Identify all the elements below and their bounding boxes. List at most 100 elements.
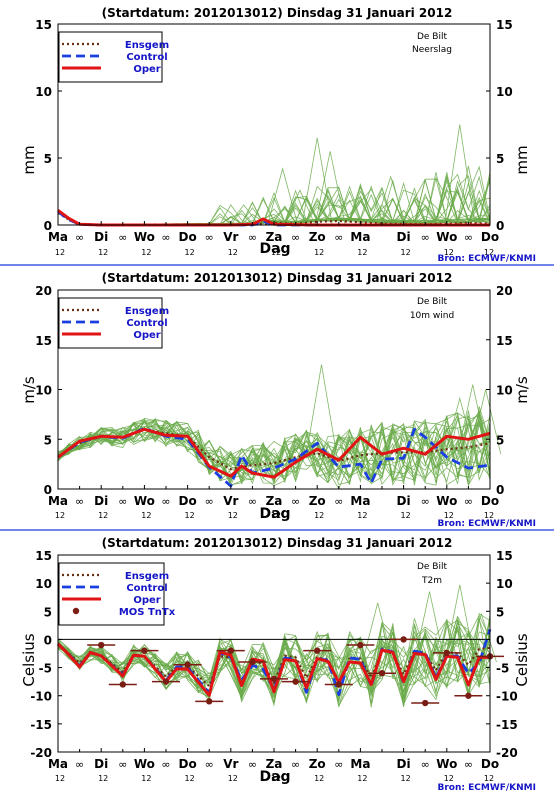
legend-label-ensgem: Ensgem	[125, 571, 169, 582]
ensemble-member-line	[57, 165, 491, 226]
mos-point	[227, 647, 234, 654]
y-axis-label-right: m/s	[513, 376, 531, 404]
ensemble-member-line	[57, 181, 490, 226]
ensemble-member-line	[228, 204, 260, 226]
x-hour-label: 12	[357, 511, 367, 520]
source-label: Bron: ECMWF/KNMI	[437, 254, 536, 264]
x-day-label: Di	[94, 230, 108, 244]
ensemble-member-line	[57, 625, 491, 708]
x-midnight-label: ∞	[291, 231, 300, 244]
source-label: Bron: ECMWF/KNMI	[437, 519, 536, 529]
ensemble-member-line	[444, 124, 476, 226]
chart-title: (Startdatum: 2012013012) Dinsdag 31 Janu…	[102, 6, 453, 20]
x-day-label: Ma	[350, 230, 370, 244]
x-midnight-label: ∞	[161, 495, 170, 508]
series-line-oper	[57, 427, 491, 479]
ensemble-member-line	[57, 415, 491, 486]
x-midnight-label: ∞	[75, 231, 84, 244]
y-tick-label: 5	[44, 605, 52, 619]
legend-label-mos: MOS TnTx	[119, 607, 176, 618]
x-hour-label: 12	[228, 511, 238, 520]
y-tick-label: 5	[44, 433, 52, 447]
ensemble-member-line	[284, 189, 316, 226]
x-axis-label: Dag	[259, 769, 290, 785]
x-hour-label: 12	[185, 774, 195, 783]
y-axis-label: m/s	[20, 376, 38, 404]
ensemble-member-line	[57, 420, 491, 483]
ensemble-member-line	[465, 612, 497, 663]
legend-label-oper: Oper	[133, 595, 160, 606]
y-tick-label: -15	[496, 718, 518, 732]
y-tick-label: 0	[44, 633, 52, 647]
mos-point	[184, 661, 191, 668]
ensemble-members	[57, 124, 491, 226]
mos-point	[98, 641, 105, 649]
mos-point	[141, 647, 148, 654]
x-day-label: Do	[481, 230, 499, 244]
y-tick-label: 10	[496, 577, 513, 591]
y-tick-label: 15	[496, 334, 513, 348]
y-tick-label: 20	[35, 284, 52, 298]
x-day-label: Ma	[48, 757, 68, 771]
x-midnight-label: ∞	[118, 758, 127, 771]
legend-label-control: Control	[126, 583, 167, 594]
x-day-label: Wo	[134, 757, 155, 771]
series-line-ensgem	[57, 643, 491, 688]
chart-panel-t2m: (Startdatum: 2012013012) Dinsdag 31 Janu…	[20, 536, 536, 793]
x-hour-label: 12	[271, 774, 281, 783]
x-day-label: Wo	[436, 494, 457, 508]
x-hour-label: 12	[314, 248, 324, 257]
x-midnight-label: ∞	[248, 231, 257, 244]
chart-panel-neerslag: (Startdatum: 2012013012) Dinsdag 31 Janu…	[20, 6, 536, 264]
x-day-label: Wo	[436, 757, 457, 771]
station-label: De Bilt	[417, 32, 448, 42]
x-midnight-label: ∞	[421, 495, 430, 508]
x-day-label: Di	[397, 230, 411, 244]
x-hour-label: 12	[55, 511, 65, 520]
x-day-label: Vr	[223, 757, 238, 771]
y-tick-label: 0	[44, 483, 52, 497]
ensemble-member-line	[57, 413, 491, 486]
y-tick-label: 0	[44, 219, 52, 233]
ensemble-member-line	[57, 423, 491, 486]
x-hour-label: 12	[98, 511, 108, 520]
x-day-label: Zo	[309, 757, 326, 771]
y-axis-label: Celsius	[20, 633, 38, 686]
ensemble-member-line	[375, 175, 407, 226]
y-tick-label: 5	[44, 152, 52, 166]
x-midnight-label: ∞	[248, 758, 257, 771]
x-day-label: Di	[94, 757, 108, 771]
x-midnight-label: ∞	[291, 758, 300, 771]
mos-point	[357, 641, 364, 649]
legend-label-oper: Oper	[133, 64, 160, 75]
x-day-label: Di	[94, 494, 108, 508]
x-day-label: Do	[178, 757, 196, 771]
variable-label: T2m	[421, 576, 442, 586]
x-midnight-label: ∞	[205, 495, 214, 508]
mos-point	[292, 678, 299, 685]
ensemble-member-line	[57, 419, 491, 483]
mos-point	[119, 681, 127, 688]
x-day-label: Za	[266, 230, 283, 244]
ensemble-member-line	[57, 416, 491, 484]
x-hour-label: 12	[444, 511, 454, 520]
mos-point	[378, 670, 386, 677]
x-midnight-label: ∞	[205, 231, 214, 244]
x-hour-label: 12	[401, 248, 411, 257]
x-hour-label: 12	[484, 511, 494, 520]
mos-point	[465, 692, 472, 699]
x-hour-label: 12	[357, 774, 367, 783]
x-hour-label: 12	[271, 248, 281, 257]
x-day-label: Zo	[309, 494, 326, 508]
x-midnight-label: ∞	[118, 231, 127, 244]
series-line-oper	[56, 642, 490, 697]
mos-point	[206, 698, 213, 705]
ensemble-member-line	[362, 602, 394, 663]
x-day-label: Ma	[350, 757, 370, 771]
ensemble-member-line	[457, 384, 489, 455]
x-day-label: Do	[481, 494, 499, 508]
x-hour-label: 12	[314, 511, 324, 520]
